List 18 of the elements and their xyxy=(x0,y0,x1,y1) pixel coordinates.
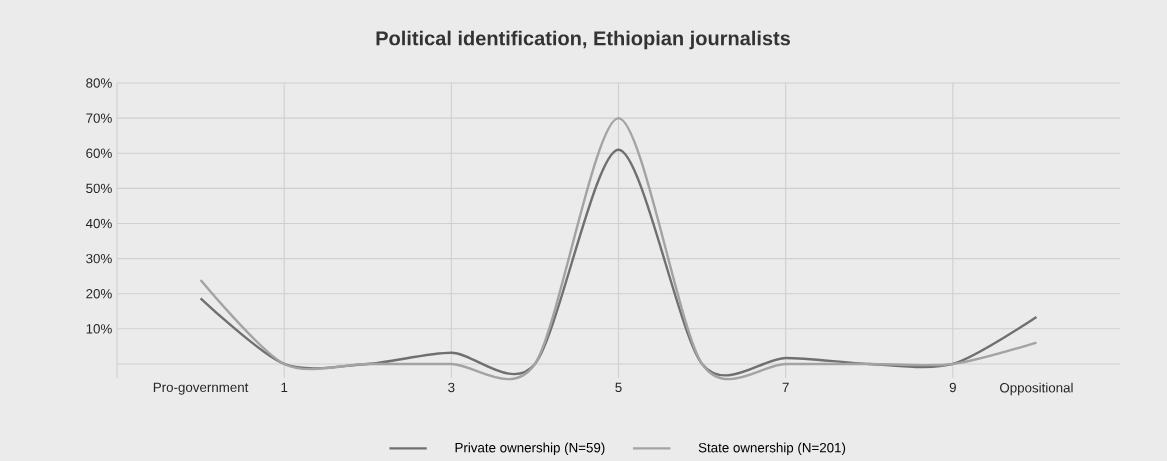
x-tick-label: Pro-government xyxy=(153,382,249,395)
y-tick-label: 50% xyxy=(86,183,112,194)
x-tick-label: 7 xyxy=(782,382,789,392)
chart-title: Political identification, Ethiopian journalists xyxy=(376,30,791,50)
x-tick-label: 1 xyxy=(281,382,288,392)
legend-label: State ownership (N=201) xyxy=(698,442,846,456)
y-tick-label: 20% xyxy=(86,289,112,299)
y-tick-label: 70% xyxy=(86,113,112,123)
x-tick-label: 9 xyxy=(949,382,956,393)
x-tick-label: 5 xyxy=(615,382,622,393)
y-tick-label: 10% xyxy=(86,324,112,334)
y-tick-label: 80% xyxy=(86,78,112,88)
x-tick-label: Oppositional xyxy=(999,382,1073,396)
y-tick-label: 40% xyxy=(85,218,112,229)
x-tick-label: 3 xyxy=(448,382,455,393)
legend-label: Private ownership (N=59) xyxy=(455,442,605,456)
y-tick-label: 30% xyxy=(86,253,112,264)
y-tick-label: 60% xyxy=(86,148,112,158)
